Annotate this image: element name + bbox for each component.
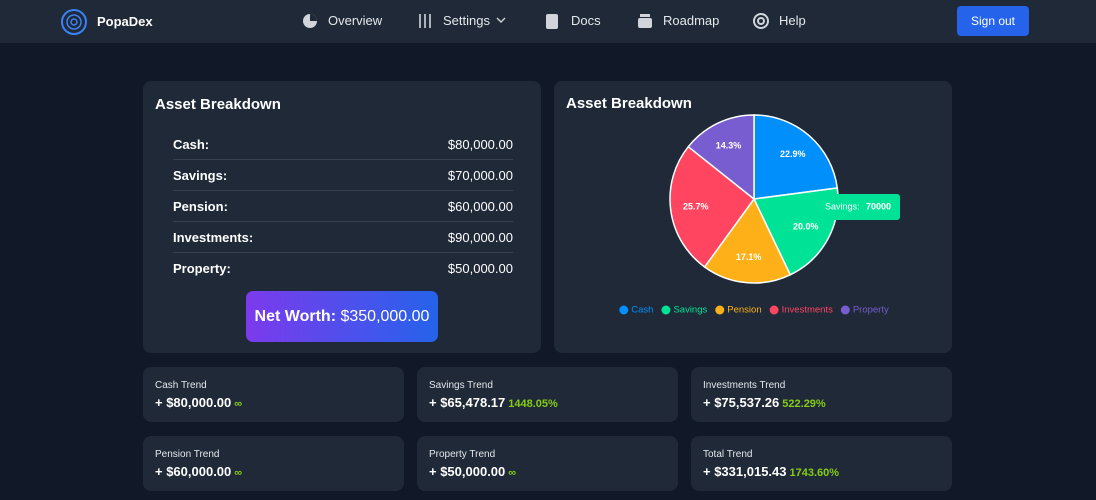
nav-link[interactable]: Overview xyxy=(328,13,383,28)
asset-row: Property: $50,000.00 xyxy=(173,253,513,284)
asset-label: Property: xyxy=(173,261,231,276)
sign-out-button[interactable]: Sign out xyxy=(957,6,1029,36)
slice-label: 25.7% xyxy=(683,201,709,211)
pie-chart: Asset Breakdown 22.9% 20.0% 17.1% 25.7% 14.3… xyxy=(566,95,900,316)
trend-change: ∞ xyxy=(234,467,243,479)
trend-card: Investments Trend + $75,537.26 522.29% xyxy=(691,367,952,422)
slice-label: 22.9% xyxy=(780,149,806,159)
trend-title: Investments Trend xyxy=(703,380,786,391)
asset-row: Pension: $60,000.00 xyxy=(173,191,513,222)
legend-label: Cash xyxy=(631,305,653,316)
trend-title: Cash Trend xyxy=(155,380,207,391)
tooltip: Savings: 70000 xyxy=(817,194,900,220)
trend-title: Property Trend xyxy=(429,449,496,460)
icon xyxy=(303,14,317,28)
trend-change: 1743.60% xyxy=(789,467,840,479)
trend-amount: + $80,000.00 xyxy=(155,395,232,410)
trend-amount: + $50,000.00 xyxy=(429,464,506,479)
trend-value: + $80,000.00 ∞ xyxy=(155,395,242,410)
chart-card: Asset Breakdown 22.9% 20.0% 17.1% 25.7% 14.3… xyxy=(554,81,952,353)
chart-title: Asset Breakdown xyxy=(566,95,692,112)
trend-amount: + $75,537.26 xyxy=(703,395,780,410)
pie-slice xyxy=(669,145,756,269)
icon xyxy=(419,14,431,28)
trend-amount: + $65,478.17 xyxy=(429,395,506,410)
trend-value: + $75,537.26 522.29% xyxy=(703,395,826,410)
legend-marker xyxy=(840,305,850,315)
trend-value: + $60,000.00 ∞ xyxy=(155,464,242,479)
nav-link[interactable]: Roadmap xyxy=(663,13,720,28)
tooltip-value: 70000 xyxy=(866,201,891,211)
trend-card: Pension Trend + $60,000.00 ∞ xyxy=(143,436,404,491)
asset-value: $90,000.00 xyxy=(447,230,513,245)
net-worth-label: Net Worth: xyxy=(254,308,337,325)
pie-slice xyxy=(753,114,839,200)
trend-change: ∞ xyxy=(508,467,517,479)
tooltip-label: Savings: xyxy=(825,201,860,211)
asset-label: Savings: xyxy=(173,168,228,183)
trend-amount: + $60,000.00 xyxy=(155,464,232,479)
slice-label: 20.0% xyxy=(793,221,819,231)
asset-label: Cash: xyxy=(173,137,210,152)
icon xyxy=(638,14,652,28)
asset-label: Investments: xyxy=(173,230,254,245)
trend-change: ∞ xyxy=(234,398,243,410)
asset-label: Pension: xyxy=(173,199,228,214)
legend-marker xyxy=(619,305,629,315)
trend-title: Total Trend xyxy=(703,449,753,460)
asset-row: Investments: $90,000.00 xyxy=(173,222,513,253)
nav-link[interactable]: Settings xyxy=(443,13,490,28)
asset-card: Asset Breakdown Net Worth: $350,000.00 C… xyxy=(143,81,541,353)
navbar: PopaDex Overview Settings Docs Roadmap H… xyxy=(0,0,1096,43)
trend-amount: + $331,015.43 xyxy=(703,464,787,479)
legend-label: Pension xyxy=(727,305,761,316)
chevron xyxy=(496,17,506,23)
pie-slice xyxy=(703,197,792,284)
icon xyxy=(546,14,558,29)
legend-marker xyxy=(769,305,779,315)
legend: Cash Savings Pension Investments Property xyxy=(619,305,889,316)
asset-row: Savings: $70,000.00 xyxy=(173,160,513,191)
trend-value: + $65,478.17 1448.05% xyxy=(429,395,558,410)
trend-title: Pension Trend xyxy=(155,449,220,460)
trend-title: Savings Trend xyxy=(429,380,493,391)
asset-value: $80,000.00 xyxy=(447,137,513,152)
legend-label: Investments xyxy=(782,305,833,316)
trend-value: + $331,015.43 1743.60% xyxy=(703,464,839,479)
asset-row: Cash: $80,000.00 xyxy=(173,129,513,160)
net-worth: Net Worth: $350,000.00 xyxy=(246,291,438,342)
trend-change: 1448.05% xyxy=(508,398,558,410)
trend-card: Property Trend + $50,000.00 ∞ xyxy=(417,436,678,491)
tooltip-box xyxy=(817,194,900,220)
legend-label: Savings xyxy=(673,305,707,316)
brand[interactable]: PopaDex xyxy=(97,14,153,29)
legend-label: Property xyxy=(853,305,889,316)
asset-value: $60,000.00 xyxy=(447,199,513,214)
nav-link[interactable]: Help xyxy=(779,13,806,28)
icon xyxy=(753,13,769,29)
asset-value: $70,000.00 xyxy=(447,168,513,183)
legend-marker xyxy=(715,305,725,315)
logo[interactable] xyxy=(60,8,88,36)
nav-link[interactable]: Docs xyxy=(571,13,601,28)
trend-value: + $50,000.00 ∞ xyxy=(429,464,516,479)
slice-label: 17.1% xyxy=(736,252,762,262)
net-worth-value: $350,000.00 xyxy=(340,308,430,325)
trend-card: Cash Trend + $80,000.00 ∞ xyxy=(143,367,404,422)
legend-marker xyxy=(661,305,671,315)
asset-value: $50,000.00 xyxy=(447,261,513,276)
trend-card: Savings Trend + $65,478.17 1448.05% xyxy=(417,367,678,422)
slice-label: 14.3% xyxy=(716,140,742,150)
card-title: Asset Breakdown xyxy=(155,96,281,113)
pie-slice xyxy=(687,114,755,201)
trend-change: 522.29% xyxy=(782,398,826,410)
trend-card: Total Trend + $331,015.43 1743.60% xyxy=(691,436,952,491)
